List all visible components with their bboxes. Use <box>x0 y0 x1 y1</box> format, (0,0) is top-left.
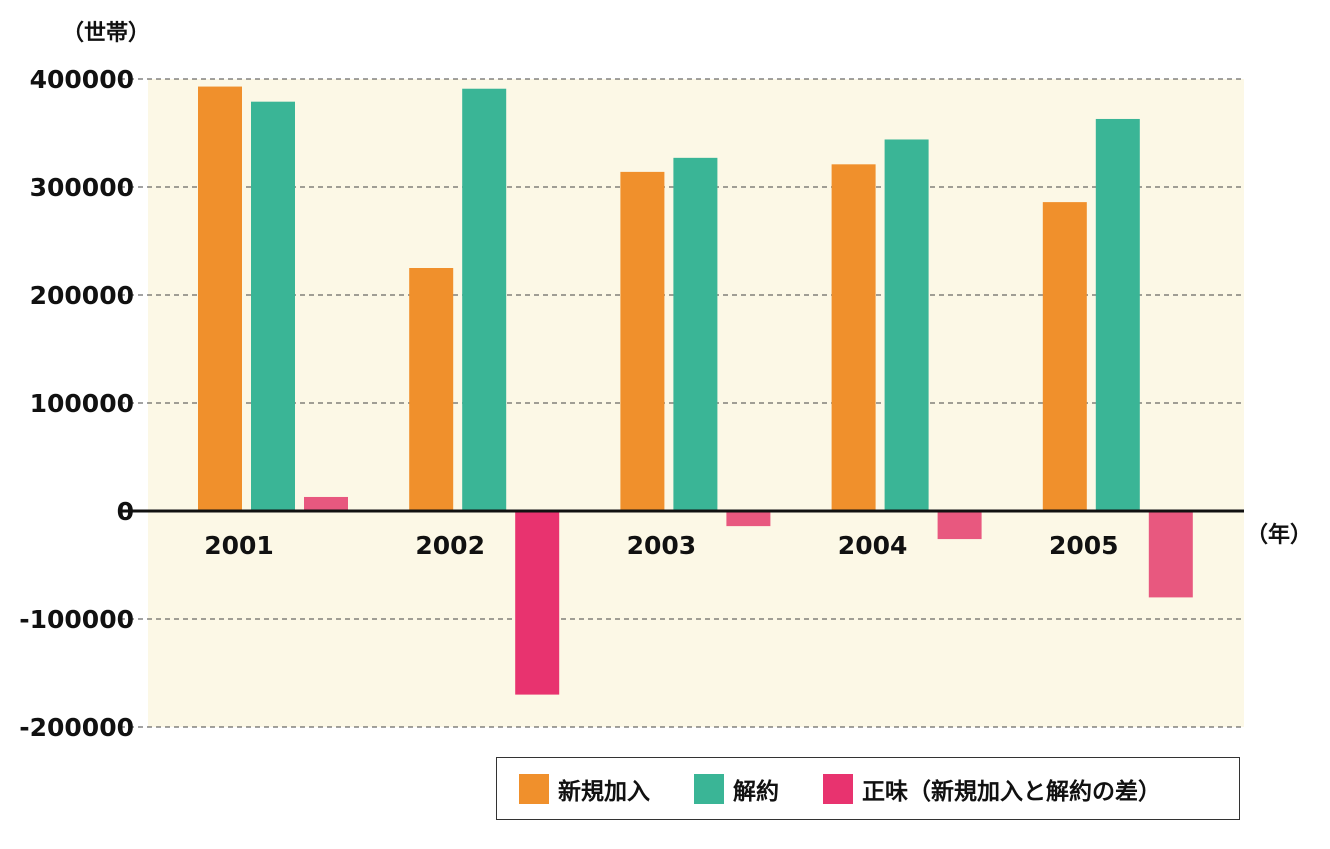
legend-item-cancel: 解約 <box>694 772 779 806</box>
bar-2005-series-1 <box>1095 118 1140 512</box>
bar-2003-series-0 <box>620 171 665 511</box>
bar-2002-series-2 <box>515 511 560 695</box>
legend-item-net: 正味（新規加入と解約の差） <box>823 772 1161 806</box>
x-tick-labels: 2001 2002 2003 2004 2005 <box>204 531 1118 560</box>
legend-swatch-new <box>519 773 549 804</box>
bar-2001-series-0 <box>198 86 242 511</box>
y-unit-label: （世帯） <box>62 20 150 46</box>
legend-label-net: 正味（新規加入と解約の差） <box>862 778 1161 805</box>
bars <box>198 86 1193 695</box>
x-unit-label: （年） <box>1246 522 1312 548</box>
bar-2002-series-1 <box>462 88 507 511</box>
y-tick-label: 0 <box>117 497 134 526</box>
x-tick-label-2004: 2004 <box>838 531 908 560</box>
y-tick-label: 200000 <box>30 281 134 310</box>
y-tick-label: -200000 <box>19 713 134 742</box>
y-tick-label: -100000 <box>19 605 134 634</box>
bar-2001-series-1 <box>251 101 295 512</box>
bar-2001-series-2 <box>304 496 348 511</box>
bar-2003-series-1 <box>673 157 718 511</box>
legend-item-new: 新規加入 <box>519 772 650 806</box>
y-tick-label: 400000 <box>30 65 134 94</box>
bar-2004-series-0 <box>831 164 876 511</box>
x-tick-label-2003: 2003 <box>627 531 697 560</box>
y-tick-labels: 400000 300000 200000 100000 0 -100000 -200000 <box>19 65 134 742</box>
bar-2004-series-2 <box>937 511 982 540</box>
legend-swatch-net <box>823 773 853 804</box>
legend-swatch-cancel <box>694 773 724 804</box>
x-tick-label-2001: 2001 <box>204 531 274 560</box>
bar-2005-series-0 <box>1042 202 1087 511</box>
legend-label-new: 新規加入 <box>558 778 650 805</box>
bar-2004-series-1 <box>884 139 929 512</box>
legend-label-cancel: 解約 <box>733 778 779 805</box>
legend: 新規加入 解約 正味（新規加入と解約の差） <box>496 757 1240 820</box>
x-tick-label-2002: 2002 <box>415 531 485 560</box>
y-tick-label: 100000 <box>30 389 134 418</box>
y-tick-label: 300000 <box>30 173 134 202</box>
bar-2002-series-0 <box>409 268 454 511</box>
bar-2005-series-2 <box>1148 511 1193 598</box>
x-tick-label-2005: 2005 <box>1049 531 1119 560</box>
bar-2003-series-2 <box>726 511 771 527</box>
